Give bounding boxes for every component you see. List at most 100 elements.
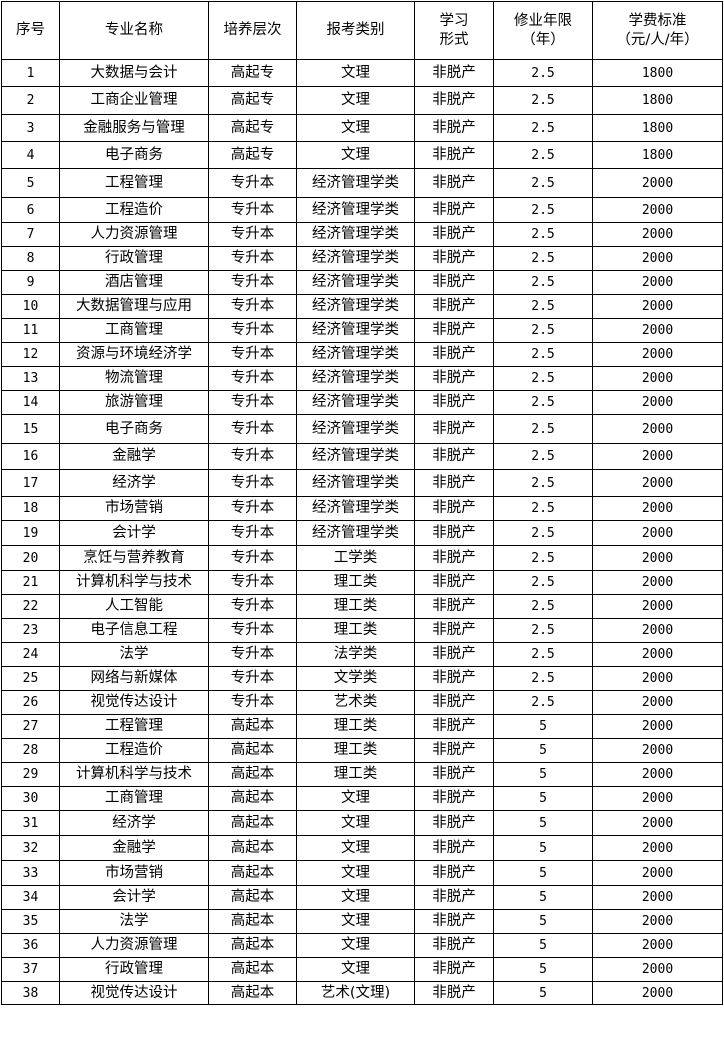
cell-exam-category: 文理 xyxy=(296,909,415,934)
cell-major-name: 工商管理 xyxy=(59,786,209,811)
cell-major-name: 物流管理 xyxy=(59,366,209,391)
cell-study-mode: 非脱产 xyxy=(414,594,494,619)
cell-major-name: 市场营销 xyxy=(59,860,209,886)
cell-level: 专升本 xyxy=(208,594,297,619)
cell-duration: 5 xyxy=(493,860,593,886)
cell-index: 19 xyxy=(1,520,60,546)
cell-tuition: 2000 xyxy=(592,981,723,1005)
cell-study-mode: 非脱产 xyxy=(414,318,494,343)
cell-study-mode: 非脱产 xyxy=(414,981,494,1005)
cell-exam-category: 经济管理学类 xyxy=(296,270,415,295)
cell-major-name: 电子信息工程 xyxy=(59,618,209,643)
cell-duration: 2.5 xyxy=(493,690,593,715)
cell-tuition: 1800 xyxy=(592,86,723,115)
cell-major-name: 经济学 xyxy=(59,469,209,497)
cell-duration: 5 xyxy=(493,835,593,861)
cell-study-mode: 非脱产 xyxy=(414,666,494,691)
cell-index: 3 xyxy=(1,114,60,142)
cell-exam-category: 理工类 xyxy=(296,570,415,595)
cell-tuition: 2000 xyxy=(592,222,723,247)
cell-index: 20 xyxy=(1,545,60,571)
table-row: 18 市场营销 专升本 经济管理学类 非脱产 2.5 2000 xyxy=(1,496,723,521)
cell-index: 4 xyxy=(1,141,60,169)
cell-duration: 5 xyxy=(493,933,593,958)
cell-index: 5 xyxy=(1,168,60,198)
cell-duration: 2.5 xyxy=(493,469,593,497)
cell-study-mode: 非脱产 xyxy=(414,933,494,958)
cell-major-name: 市场营销 xyxy=(59,496,209,521)
cell-index: 16 xyxy=(1,443,60,470)
header-text: 学费标准 xyxy=(628,12,687,29)
table-row: 16 金融学 专升本 经济管理学类 非脱产 2.5 2000 xyxy=(1,443,723,470)
cell-duration: 2.5 xyxy=(493,222,593,247)
cell-exam-category: 理工类 xyxy=(296,738,415,763)
cell-tuition: 2000 xyxy=(592,642,723,667)
cell-study-mode: 非脱产 xyxy=(414,390,494,415)
cell-major-name: 旅游管理 xyxy=(59,390,209,415)
cell-major-name: 经济学 xyxy=(59,810,209,836)
cell-level: 专升本 xyxy=(208,318,297,343)
cell-major-name: 工程造价 xyxy=(59,738,209,763)
table-row: 4 电子商务 高起专 文理 非脱产 2.5 1800 xyxy=(1,141,723,169)
table-row: 3 金融服务与管理 高起专 文理 非脱产 2.5 1800 xyxy=(1,114,723,142)
cell-level: 专升本 xyxy=(208,168,297,198)
header-duration: 修业年限 （年） xyxy=(493,1,593,60)
header-row: 序号 专业名称 培养层次 报考类别 学习 形式 修业年限 （年） 学费标准 （元/人/年） xyxy=(1,1,723,60)
table-row: 20 烹饪与营养教育 专升本 工学类 非脱产 2.5 2000 xyxy=(1,545,723,571)
cell-index: 7 xyxy=(1,222,60,247)
cell-study-mode: 非脱产 xyxy=(414,885,494,910)
cell-index: 32 xyxy=(1,835,60,861)
table-row: 36 人力资源管理 高起本 文理 非脱产 5 2000 xyxy=(1,933,723,958)
cell-level: 高起本 xyxy=(208,810,297,836)
table-row: 15 电子商务 专升本 经济管理学类 非脱产 2.5 2000 xyxy=(1,414,723,444)
cell-duration: 2.5 xyxy=(493,496,593,521)
cell-tuition: 2000 xyxy=(592,545,723,571)
cell-level: 高起本 xyxy=(208,885,297,910)
cell-duration: 2.5 xyxy=(493,618,593,643)
header-text: （年） xyxy=(521,31,565,48)
cell-major-name: 会计学 xyxy=(59,885,209,910)
cell-exam-category: 文理 xyxy=(296,86,415,115)
cell-index: 15 xyxy=(1,414,60,444)
cell-study-mode: 非脱产 xyxy=(414,114,494,142)
cell-exam-category: 文理 xyxy=(296,835,415,861)
table-row: 26 视觉传达设计 专升本 艺术类 非脱产 2.5 2000 xyxy=(1,690,723,715)
cell-study-mode: 非脱产 xyxy=(414,469,494,497)
header-text: 学习 xyxy=(439,12,469,29)
cell-duration: 5 xyxy=(493,714,593,739)
cell-tuition: 1800 xyxy=(592,141,723,169)
cell-study-mode: 非脱产 xyxy=(414,786,494,811)
cell-duration: 5 xyxy=(493,957,593,982)
cell-exam-category: 文理 xyxy=(296,860,415,886)
cell-tuition: 2000 xyxy=(592,469,723,497)
cell-exam-category: 经济管理学类 xyxy=(296,366,415,391)
cell-major-name: 工商管理 xyxy=(59,318,209,343)
cell-level: 高起本 xyxy=(208,786,297,811)
table-row: 33 市场营销 高起本 文理 非脱产 5 2000 xyxy=(1,860,723,886)
cell-tuition: 2000 xyxy=(592,618,723,643)
cell-tuition: 2000 xyxy=(592,666,723,691)
cell-study-mode: 非脱产 xyxy=(414,294,494,319)
cell-tuition: 2000 xyxy=(592,414,723,444)
cell-level: 专升本 xyxy=(208,294,297,319)
header-text: 修业年限 xyxy=(514,12,572,29)
cell-duration: 2.5 xyxy=(493,141,593,169)
header-major-name: 专业名称 xyxy=(59,1,209,60)
cell-study-mode: 非脱产 xyxy=(414,270,494,295)
cell-major-name: 会计学 xyxy=(59,520,209,546)
cell-study-mode: 非脱产 xyxy=(414,342,494,367)
cell-tuition: 2000 xyxy=(592,786,723,811)
cell-study-mode: 非脱产 xyxy=(414,860,494,886)
cell-exam-category: 文理 xyxy=(296,141,415,169)
cell-level: 高起本 xyxy=(208,738,297,763)
cell-index: 35 xyxy=(1,909,60,934)
cell-study-mode: 非脱产 xyxy=(414,141,494,169)
cell-duration: 5 xyxy=(493,762,593,787)
cell-exam-category: 文理 xyxy=(296,114,415,142)
cell-major-name: 行政管理 xyxy=(59,957,209,982)
cell-duration: 2.5 xyxy=(493,366,593,391)
cell-duration: 5 xyxy=(493,738,593,763)
table-row: 5 工程管理 专升本 经济管理学类 非脱产 2.5 2000 xyxy=(1,168,723,198)
header-text: 序号 xyxy=(16,22,45,38)
cell-level: 高起专 xyxy=(208,141,297,169)
